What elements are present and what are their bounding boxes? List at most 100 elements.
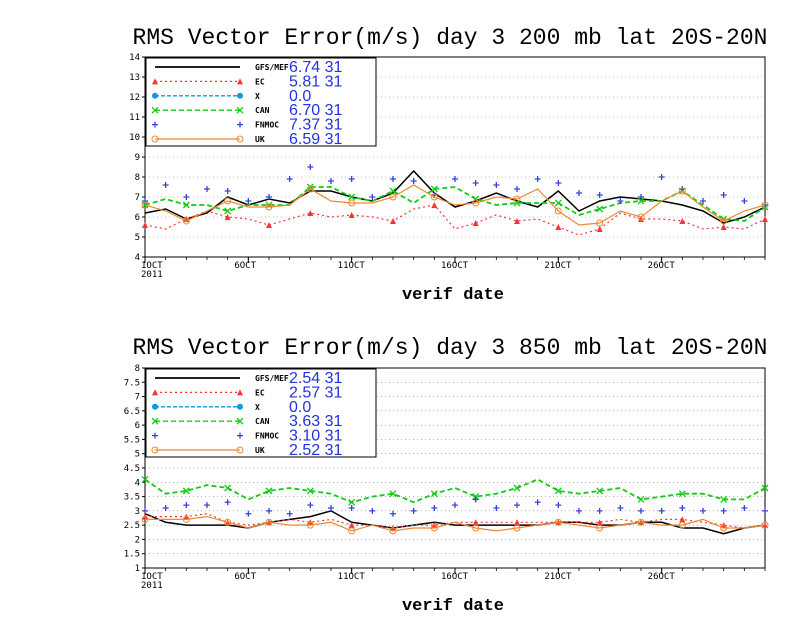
- data-point: [410, 178, 417, 184]
- data-point: [348, 199, 356, 207]
- data-point: [286, 510, 293, 517]
- data-point: [348, 522, 355, 529]
- data-point: [328, 178, 334, 184]
- data-point: [265, 487, 273, 495]
- legend-value: 3.63 31: [289, 413, 342, 430]
- legend-marker: [236, 135, 244, 143]
- legend-value: 0.0: [289, 88, 311, 105]
- chart-title: RMS Vector Error(m/s) day 3 850 mb lat 2…: [133, 335, 768, 361]
- data-point: [390, 218, 396, 224]
- y-tick-label: 2.5: [124, 521, 140, 531]
- data-point: [142, 198, 148, 204]
- data-point: [678, 521, 686, 529]
- data-point: [720, 507, 727, 514]
- data-point: [266, 222, 272, 228]
- x-tick-label: 1OCT: [141, 572, 163, 582]
- legend-label: UK: [255, 135, 265, 144]
- legend-box: [145, 57, 377, 147]
- y-tick-label: 1: [135, 564, 140, 574]
- data-point: [720, 524, 728, 532]
- data-point: [183, 194, 190, 200]
- data-point: [514, 502, 520, 509]
- data-point: [596, 519, 603, 526]
- y-tick-label: 4.5: [124, 464, 140, 474]
- x-tick-label: 6OCT: [234, 261, 256, 271]
- data-point: [596, 226, 603, 232]
- data-point: [306, 183, 314, 191]
- data-point: [430, 193, 438, 201]
- data-point: [472, 180, 479, 186]
- legend-label: CAN: [255, 417, 270, 426]
- x-tick-label: 21OCT: [544, 261, 572, 271]
- legend-marker: [236, 106, 244, 114]
- legend-label: EC: [255, 77, 265, 86]
- data-point: [534, 176, 541, 182]
- legend: GFS/MEF 6.74 31 EC 5.81 31 X 0.0 CAN 6.70 31 FNM…: [145, 57, 377, 148]
- data-point: [720, 224, 727, 230]
- y-tick-label: 7: [135, 393, 140, 403]
- data-point: [762, 216, 768, 222]
- data-point: [348, 193, 356, 201]
- data-point: [306, 521, 314, 529]
- y-tick-label: 13: [129, 73, 140, 83]
- x-tick-label: 16OCT: [441, 572, 469, 582]
- data-point: [741, 198, 748, 204]
- y-tick-label: 12: [129, 93, 140, 103]
- data-point: [596, 219, 604, 227]
- y-tick-label: 5: [135, 450, 140, 460]
- x-tick-label: 21OCT: [544, 572, 572, 582]
- data-point: [514, 519, 520, 526]
- data-point: [204, 502, 210, 509]
- data-point: [389, 527, 397, 535]
- data-point: [596, 524, 604, 532]
- legend-value: 2.52 31: [289, 442, 342, 459]
- legend-value: 6.74 31: [289, 59, 342, 76]
- legend-marker: [237, 389, 243, 396]
- data-point: [679, 218, 686, 224]
- y-tick-label: 2: [135, 535, 140, 545]
- data-point: [514, 186, 520, 192]
- data-point: [307, 502, 314, 509]
- data-point: [369, 507, 376, 514]
- data-point: [658, 174, 665, 180]
- y-tick-label: 14: [129, 53, 140, 63]
- series-fnmoc: [142, 496, 768, 517]
- data-point: [389, 193, 397, 201]
- data-point: [348, 212, 355, 218]
- legend-marker: [237, 78, 243, 85]
- legend-label: CAN: [255, 106, 270, 115]
- legend-value: 5.81 31: [289, 73, 342, 90]
- legend-box: [145, 368, 377, 458]
- data-point: [390, 510, 396, 517]
- legend-marker: [152, 432, 158, 439]
- legend-label: GFS/MEF: [255, 374, 289, 383]
- y-tick-label: 4: [135, 253, 140, 263]
- data-point: [513, 195, 521, 203]
- y-tick-label: 8: [135, 173, 140, 183]
- data-point: [513, 484, 521, 492]
- legend-marker: [152, 389, 158, 396]
- data-point: [452, 502, 458, 509]
- data-point: [224, 484, 232, 492]
- legend-label: FNMOC: [255, 121, 279, 130]
- data-point: [555, 180, 562, 186]
- y-tick-label: 11: [129, 113, 140, 123]
- data-point: [162, 182, 169, 188]
- data-point: [555, 224, 562, 230]
- data-point: [307, 164, 314, 170]
- data-point: [576, 190, 582, 196]
- chart-850mb: RMS Vector Error(m/s) day 3 850 mb lat 2…: [124, 335, 769, 616]
- data-point: [762, 507, 768, 514]
- data-point: [266, 194, 272, 200]
- data-point: [265, 518, 273, 526]
- legend-value: 6.59 31: [289, 131, 342, 148]
- data-point: [638, 507, 644, 514]
- y-tick-label: 6.5: [124, 407, 140, 417]
- legend-value: 2.57 31: [289, 384, 342, 401]
- y-tick-label: 7: [135, 193, 140, 203]
- data-point: [554, 207, 562, 215]
- y-tick-label: 8: [135, 364, 140, 374]
- data-point: [617, 198, 624, 204]
- data-point: [224, 188, 231, 194]
- data-point: [493, 505, 500, 511]
